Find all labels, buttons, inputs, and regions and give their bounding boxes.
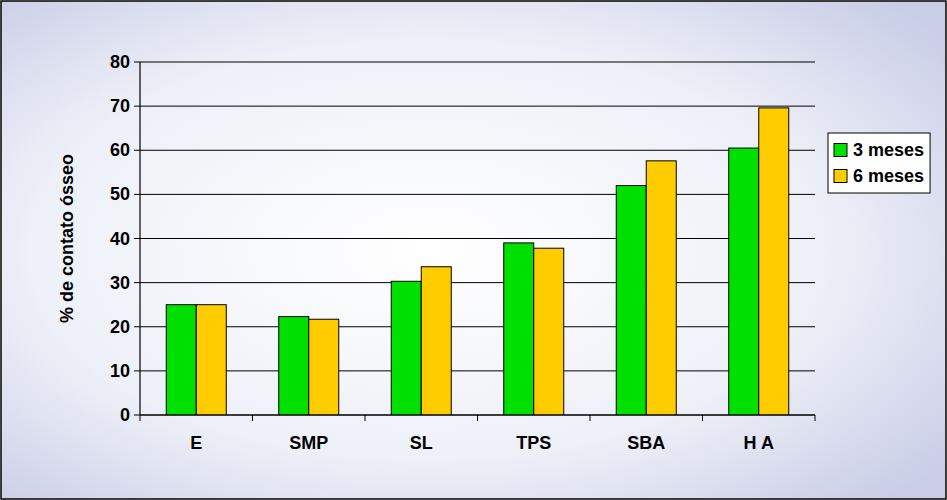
background-frame [1,1,946,499]
x-tick-label: E [190,433,202,453]
grid-line [140,194,815,195]
y-tick [134,238,140,239]
x-tick-label: SL [410,433,433,453]
y-tick-label: 20 [110,317,130,337]
bar [534,248,564,415]
y-tick-label: 0 [120,405,130,425]
bar [391,281,421,415]
x-tick [477,415,478,421]
y-tick-label: 80 [110,52,130,72]
bar [729,148,759,415]
legend-swatch [834,170,847,183]
legend-swatch [834,144,847,157]
bar [421,267,451,415]
y-tick [134,62,140,63]
grid-line [140,370,815,371]
grid-line [140,62,815,63]
y-tick-label: 50 [110,184,130,204]
bar [196,305,226,415]
legend-box [828,133,930,193]
x-tick [140,415,141,421]
bar [759,108,789,415]
grid-line [140,282,815,283]
chart-container: 0 10 20 30 40 50 60 70 80 E SMP SL TPS SBA H A % de con… [0,0,947,500]
bar [166,305,196,415]
grid-line [140,150,815,151]
legend: 3 meses 6 meses [828,133,930,193]
bar [616,186,646,415]
x-tick-label: SMP [289,433,328,453]
x-tick [702,415,703,421]
legend-label: 3 meses [853,140,924,160]
y-tick-label: 40 [110,229,130,249]
x-tick [815,415,816,421]
y-axis [139,62,140,415]
y-tick [134,282,140,283]
grid-line [140,326,815,327]
bar [646,161,676,415]
y-tick [134,106,140,107]
bar [279,317,309,415]
x-tick [590,415,591,421]
y-tick-label: 30 [110,273,130,293]
bars [166,108,789,415]
y-tick-label: 10 [110,361,130,381]
x-tick [365,415,366,421]
y-tick [134,370,140,371]
grid-line [140,106,815,107]
x-tick [252,415,253,421]
y-tick-label: 60 [110,140,130,160]
y-tick [134,150,140,151]
y-tick [134,326,140,327]
chart-svg: 0 10 20 30 40 50 60 70 80 E SMP SL TPS SBA H A % de con… [0,0,947,500]
y-tick-label: 70 [110,96,130,116]
bar [504,243,534,415]
bar [309,319,339,415]
grid-line [140,238,815,239]
x-tick-label: H A [744,433,774,453]
x-tick-label: SBA [627,433,665,453]
x-tick-label: TPS [516,433,551,453]
y-tick [134,415,140,416]
y-tick [134,194,140,195]
legend-label: 6 meses [853,166,924,186]
y-axis-title: % de contato ósseo [57,154,77,323]
